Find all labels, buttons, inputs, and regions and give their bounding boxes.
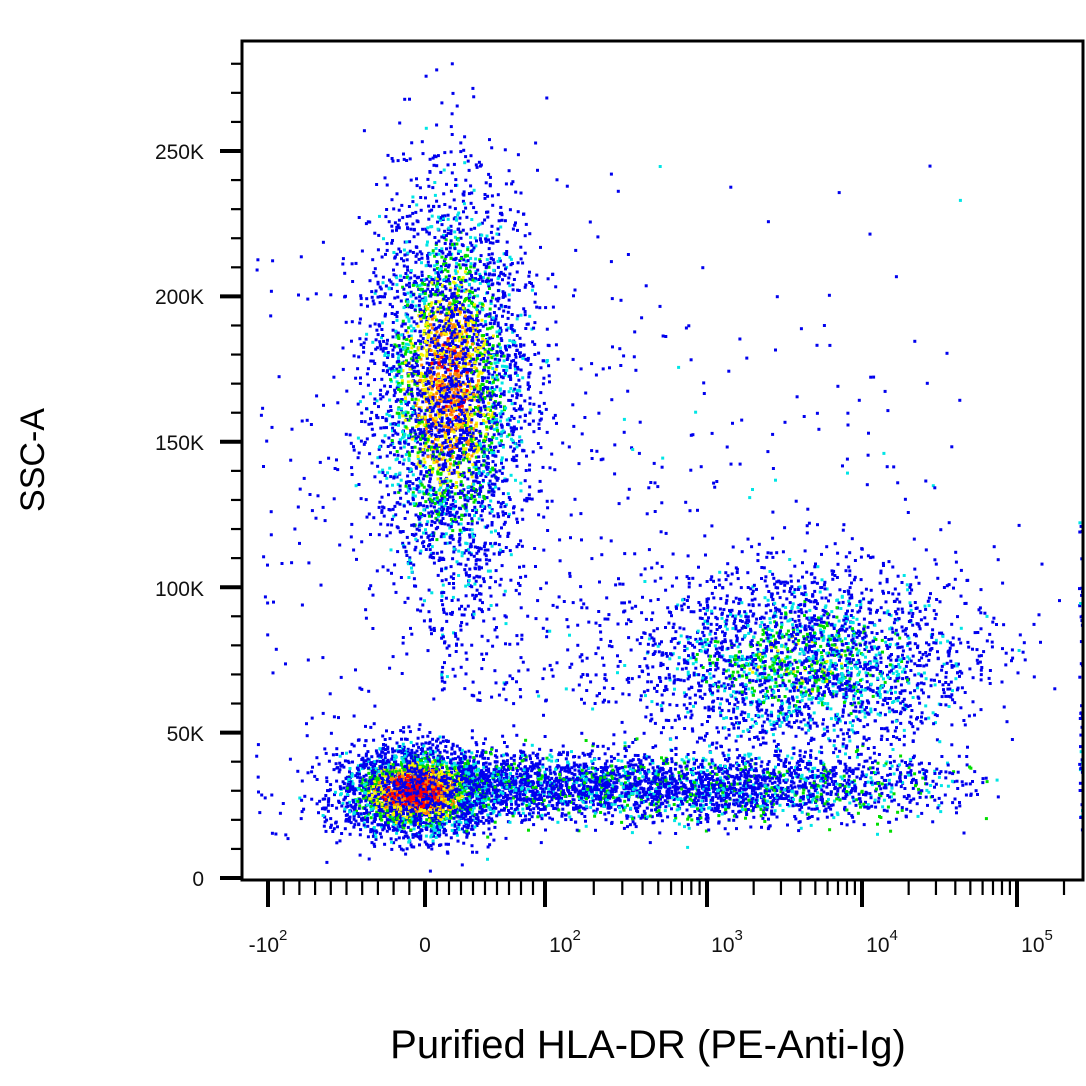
x-axis-title: Purified HLA-DR (PE-Anti-Ig): [390, 1023, 906, 1067]
y-tick-label: 50K: [167, 723, 204, 746]
x-tick-label: 0: [419, 934, 431, 957]
y-axis-title: SSC-A: [14, 408, 52, 512]
x-axis-ticks: [266, 881, 1066, 907]
x-tick-label: 104: [866, 927, 898, 957]
y-axis-ticks: [220, 62, 242, 880]
y-tick-label: 150K: [155, 432, 204, 455]
y-tick-label: 0: [192, 868, 204, 891]
plot-frame: [240, 39, 1085, 882]
y-tick-label: 100K: [155, 578, 204, 601]
x-axis-tick-labels: -102 0 102 103 104 105: [249, 927, 1053, 957]
x-tick-label: -102: [249, 927, 288, 957]
y-axis-tick-labels: 0 50K 100K 150K 200K 250K: [155, 141, 204, 891]
scatter-points: [255, 62, 1084, 873]
x-tick-label: 102: [549, 927, 581, 957]
x-tick-label: 103: [711, 927, 743, 957]
y-tick-label: 250K: [155, 141, 204, 164]
y-tick-label: 200K: [155, 286, 204, 309]
x-tick-label: 105: [1021, 927, 1053, 957]
